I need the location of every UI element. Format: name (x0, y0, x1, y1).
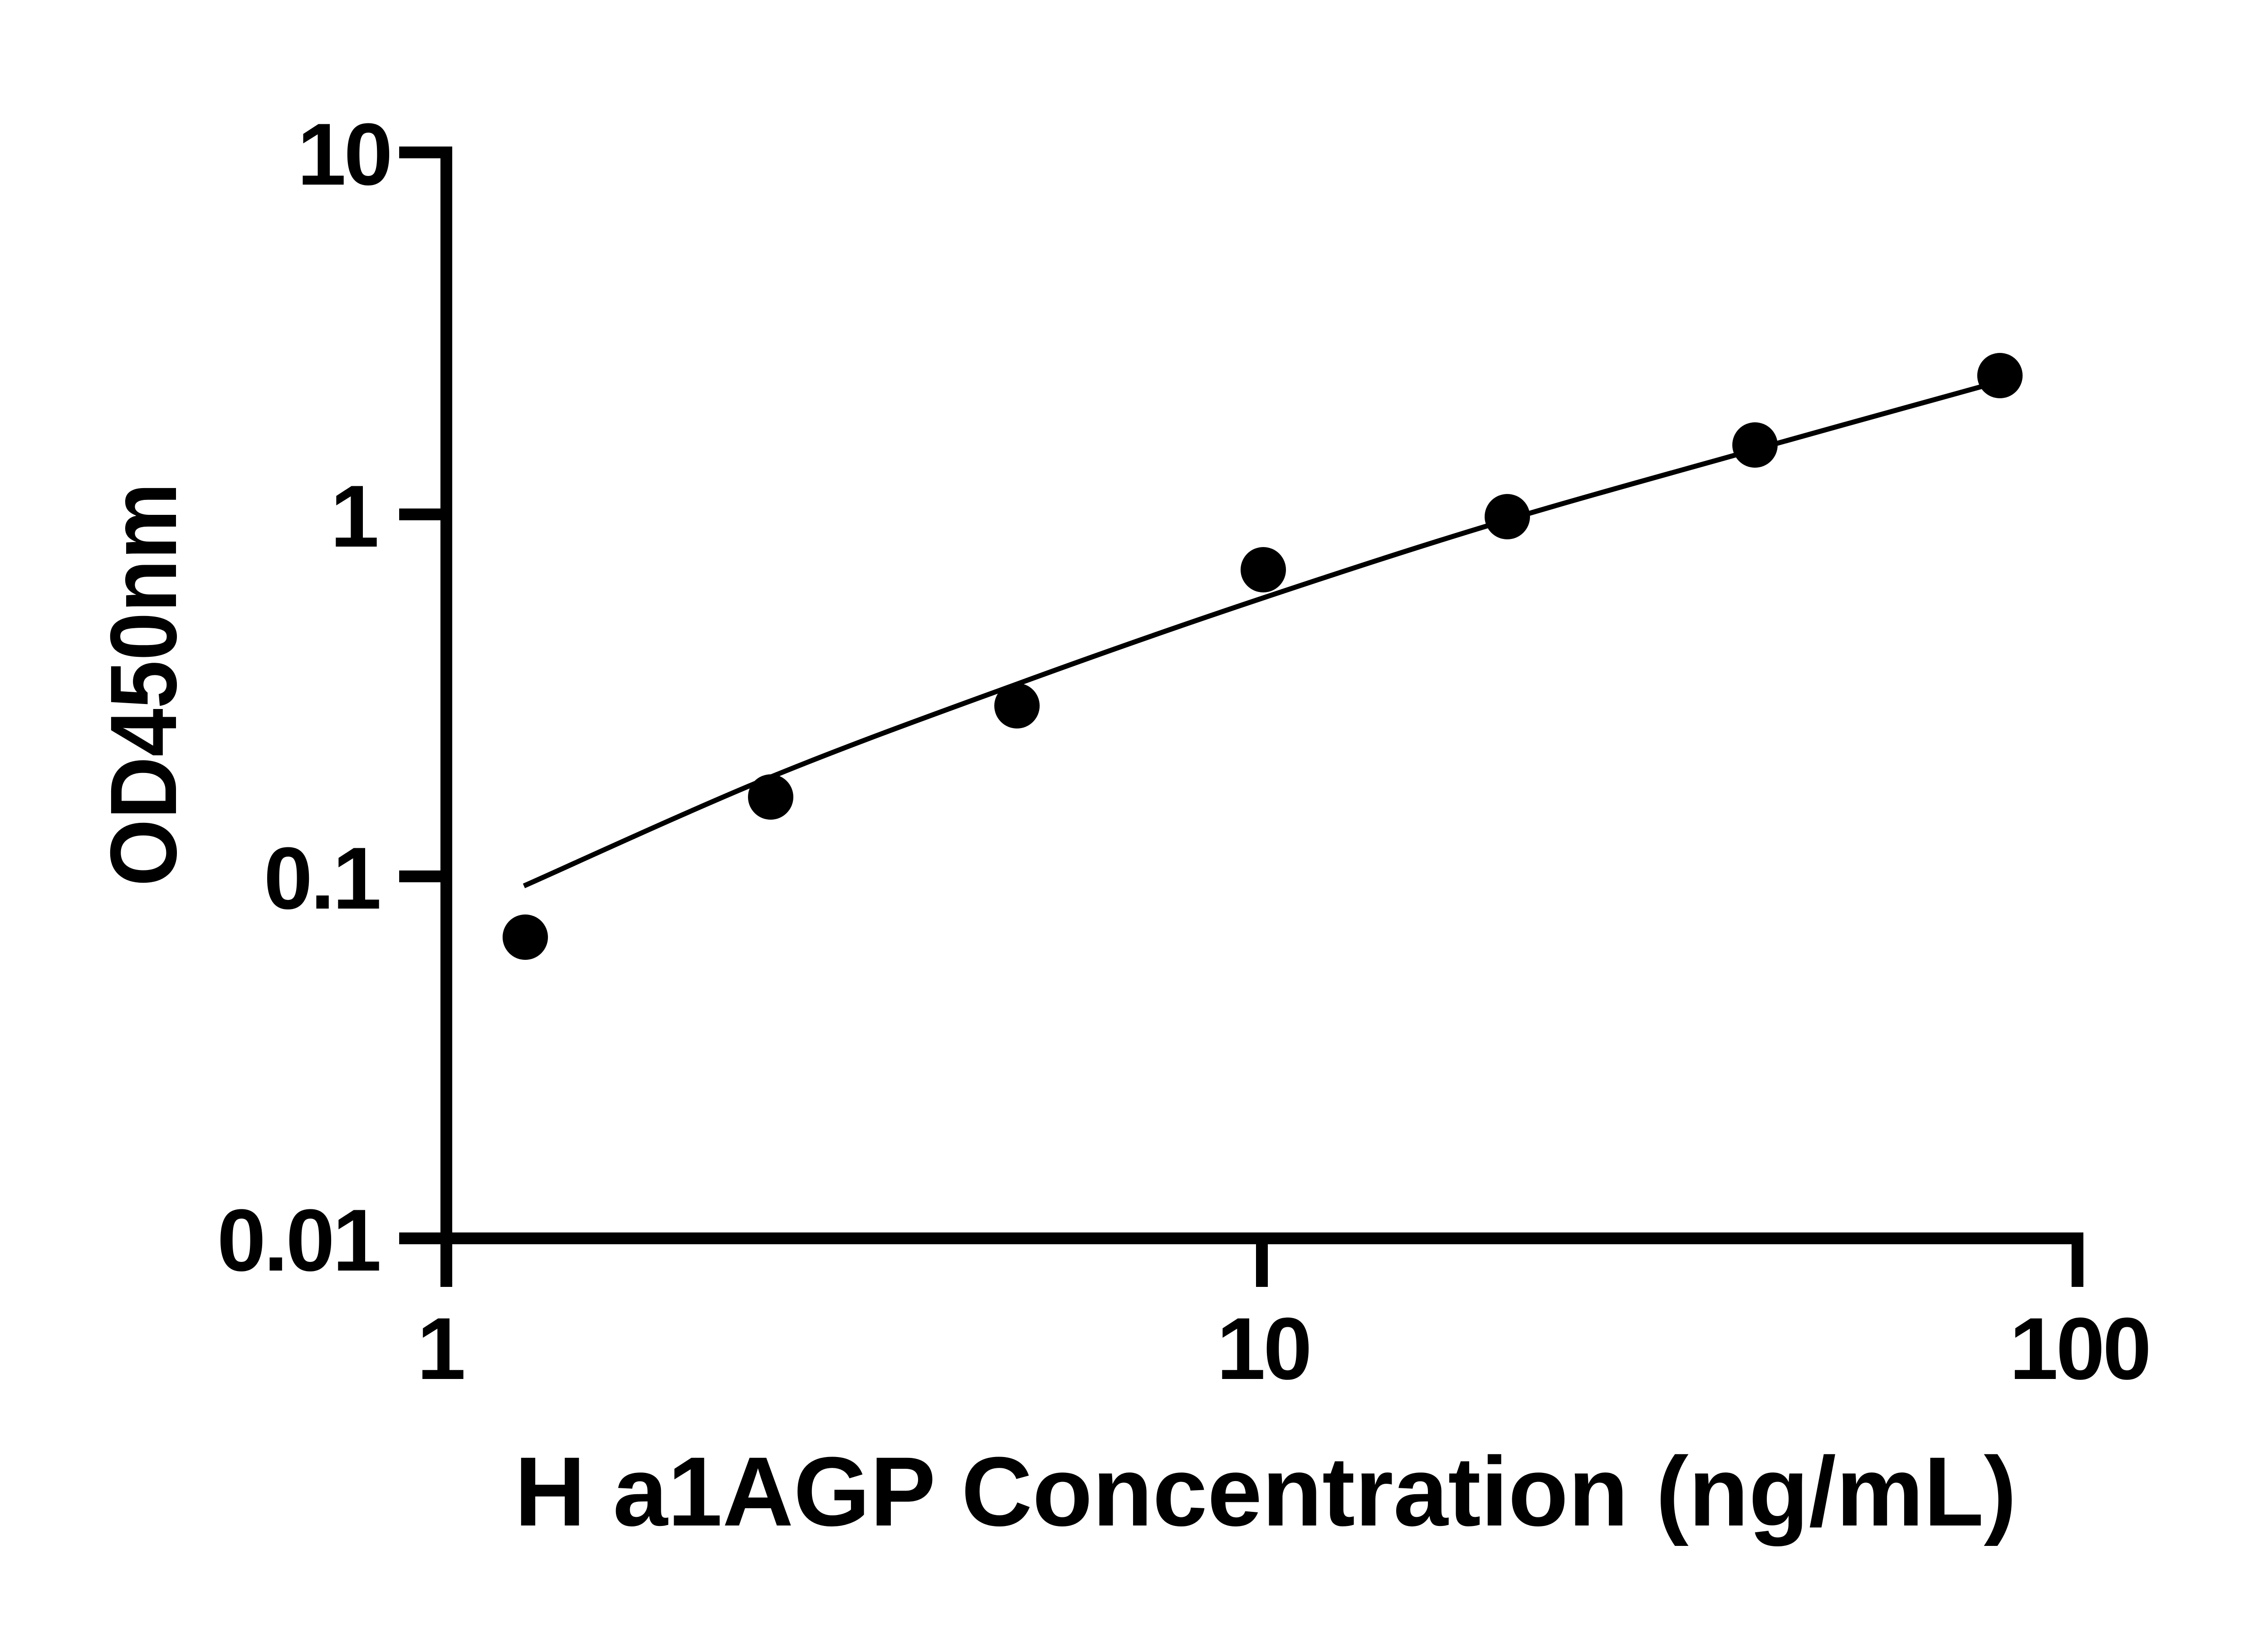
svg-text:10: 10 (1217, 1300, 1310, 1398)
svg-text:OD450nm: OD450nm (91, 483, 196, 886)
svg-text:H a1AGP Concentration (ng/mL): H a1AGP Concentration (ng/mL) (514, 1437, 2016, 1546)
svg-text:1: 1 (417, 1300, 466, 1398)
svg-text:100: 100 (2009, 1300, 2150, 1398)
svg-text:0.1: 0.1 (264, 829, 379, 928)
svg-text:1: 1 (330, 467, 379, 566)
svg-text:10: 10 (297, 105, 391, 204)
svg-text:0.01: 0.01 (217, 1191, 379, 1290)
